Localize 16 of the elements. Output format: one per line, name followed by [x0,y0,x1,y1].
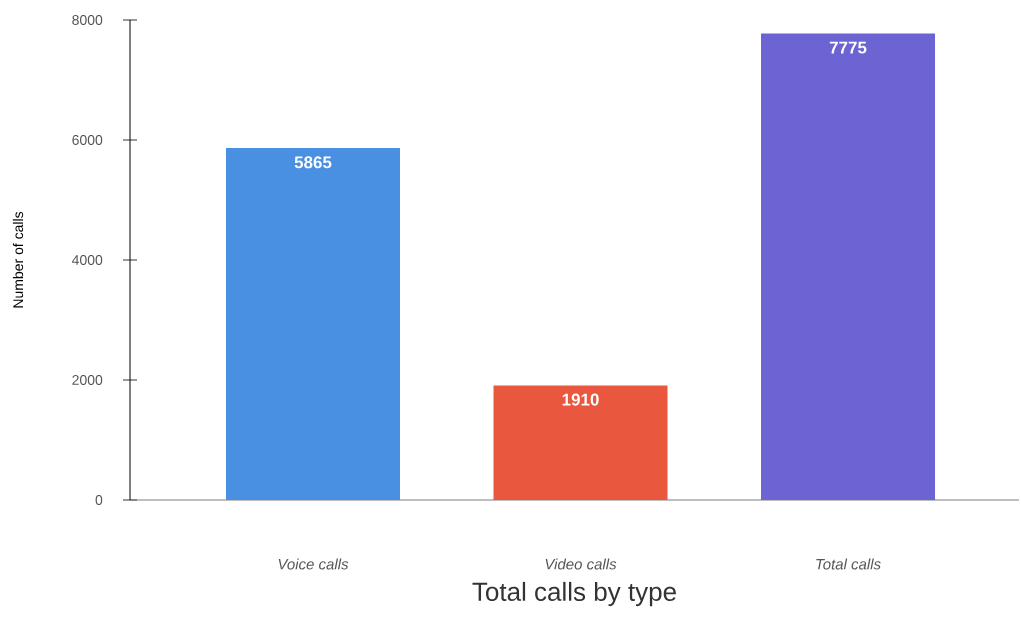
y-tick-label: 6000 [72,135,103,145]
y-tick-label: 0 [95,495,103,505]
x-tick-label: Video calls [545,558,617,570]
text: Total calls by type [472,581,676,607]
bar [226,148,400,500]
y-tick-label: 4000 [71,255,103,265]
data-label: 1910 [562,393,599,406]
y-tick-label: 2000 [72,375,103,385]
data-label: 7775 [829,41,867,54]
y-tick-label: 8000 [72,15,103,25]
bar [493,385,668,500]
x-tick-label: Total calls [816,558,881,570]
x-tick-label: Voice calls [278,558,349,570]
bar [761,33,936,500]
data-label: 5865 [294,156,332,169]
y-axis-title: Number of calls [12,211,24,308]
